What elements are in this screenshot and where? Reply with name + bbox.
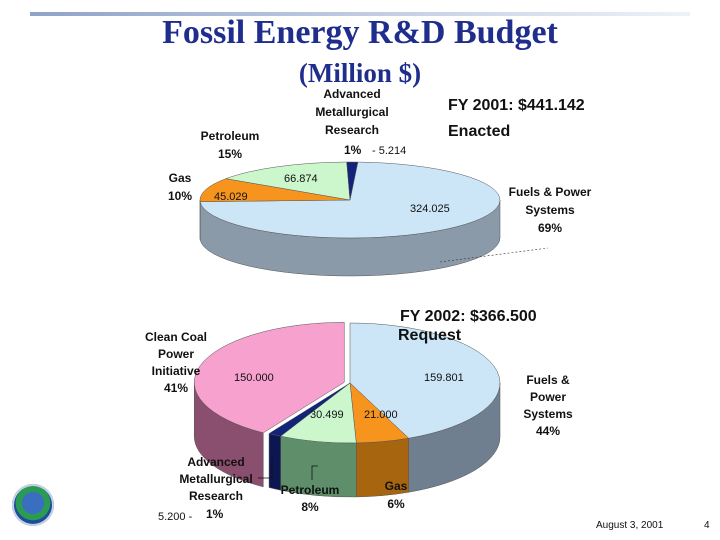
doe-seal-logo [12,484,54,526]
c1-fuels-label-2: Systems [525,203,575,217]
pie1-slice-1 [199,178,351,202]
c1-fuels-percent: 69% [538,221,562,235]
chart2-title-line1: FY 2002: $366.500 [400,308,537,325]
pie1-slice-3 [346,161,359,201]
c1-amr-label-2: Metallurgical [315,105,388,119]
c1-amr-value: - 5.214 [372,145,406,157]
c2-fuels-label-2: Power [530,390,566,404]
c1-gas-label: Gas [169,171,192,185]
pie-chart-fy2001 [199,161,501,277]
c2-amr-percent: 1% [206,507,224,521]
c2-amr-label-1: Advanced [187,455,244,469]
footer-date: August 3, 2001 [596,520,664,531]
c2-petroleum-leader-line [311,465,318,480]
c2-fuels-label-3: Systems [523,407,573,421]
c1-petroleum-percent: 15% [218,147,242,161]
c2-ccpi-label-2: Power [158,347,194,361]
c2-gas-value: 21.000 [364,409,398,421]
pie1-slice-2 [224,161,351,201]
c1-amr-label-1: Advanced [323,87,380,101]
c2-ccpi-percent: 41% [164,381,188,395]
c2-fuels-percent: 44% [536,424,560,438]
c1-amr-label-3: Research [325,123,379,137]
pie2-side-3-0 [268,433,281,491]
c2-petroleum-value: 30.499 [310,409,344,421]
c1-petroleum-value: 66.874 [284,173,318,185]
pie-chart-fy2002 [193,322,501,498]
pie2-slice-3 [268,382,351,437]
c1-petroleum-label: Petroleum [201,129,260,143]
pie2-slice-4 [194,322,345,434]
c1-fuels-label-1: Fuels & Power [509,185,592,199]
c2-amr-label-2: Metallurgical [179,472,252,486]
pie2-slice-0 [349,322,501,439]
header-rule [30,12,690,16]
c2-fuels-value: 159.801 [424,372,464,384]
c2-petroleum-label: Petroleum [281,483,340,497]
c2-ccpi-value: 150.000 [234,372,274,384]
page-subtitle: (Million $) [298,58,422,88]
c2-amr-label-3: Research [189,489,243,503]
c1-gas-value: 45.029 [214,191,248,203]
chart1-title-line1: FY 2001: $441.142 [448,97,585,114]
chart2-title-line2: Request [398,327,462,344]
c2-amr-leader-line [258,458,273,479]
c2-ccpi-label-3: Initiative [152,364,201,378]
page-number: 4 [704,520,710,531]
c1-gas-percent: 10% [168,189,192,203]
c1-amr-percent: 1% [344,143,362,157]
c2-gas-percent: 6% [387,497,405,511]
c2-ccpi-label-1: Clean Coal [145,330,207,344]
c2-fuels-label-1: Fuels & [526,373,570,387]
c2-gas-label: Gas [385,479,408,493]
c2-amr-value: 5.200 - [158,511,193,523]
chart1-title-line2: Enacted [448,123,510,140]
c1-fuels-value: 324.025 [410,203,450,215]
page-title: Fossil Energy R&D Budget [162,14,558,51]
c2-petroleum-percent: 8% [301,500,319,514]
